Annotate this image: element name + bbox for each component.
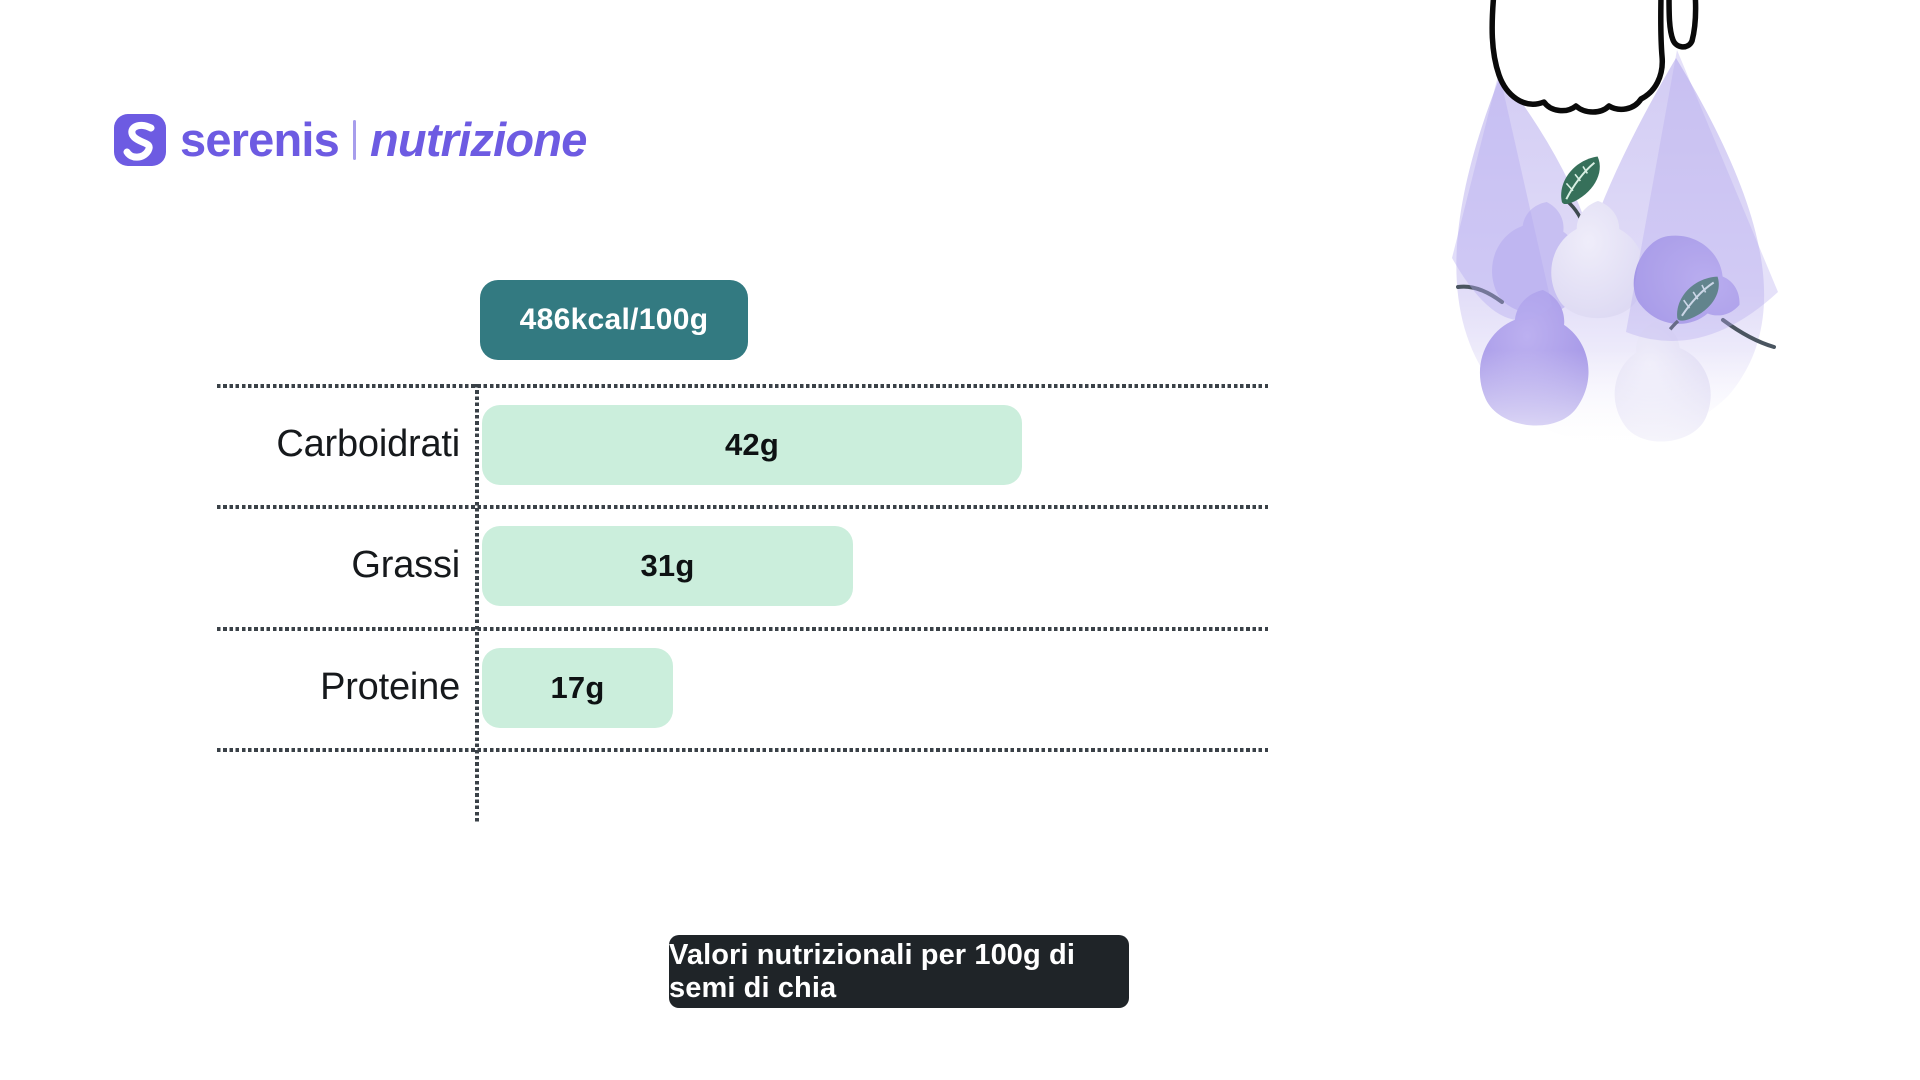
- grid-line: [217, 747, 1268, 752]
- fruits-group: [1456, 154, 1776, 447]
- logo-wordmark: serenis: [180, 113, 340, 166]
- kcal-badge: 486kcal/100g: [480, 280, 748, 360]
- caption-badge: Valori nutrizionali per 100g di semi di …: [669, 935, 1129, 1008]
- axis-line-vertical: [475, 384, 479, 824]
- hand-outline: [1489, 0, 1699, 115]
- value-bar: 42g: [482, 405, 1022, 485]
- logo-suffix: nutrizione: [370, 113, 587, 166]
- bag-strap-right: [1626, 50, 1778, 341]
- serenis-logo-icon: [114, 113, 166, 166]
- bag-strap-left: [1452, 72, 1552, 321]
- grid-line: [217, 505, 1268, 510]
- category-label: Carboidrati: [276, 423, 460, 465]
- category-label: Grassi: [351, 544, 460, 587]
- category-label: Proteine: [320, 665, 460, 708]
- logo-divider: [353, 119, 357, 160]
- pear-stem: [1721, 318, 1776, 349]
- value-bar: 17g: [482, 647, 673, 728]
- chart-row: Carboidrati 42g: [0, 384, 1920, 505]
- pear-stem: [1456, 284, 1504, 304]
- chart-row: Grassi 31g: [0, 505, 1920, 626]
- bar-value-label: 17g: [550, 669, 605, 705]
- fruit-bag-illustration: [1440, 0, 1920, 480]
- bar-value-label: 31g: [640, 548, 695, 584]
- value-bar: 31g: [482, 526, 853, 607]
- fade-overlay: [1440, 350, 1920, 480]
- chart-row: Proteine 17g: [0, 627, 1920, 748]
- brand-logo: serenis nutrizione: [114, 112, 587, 167]
- grid-line: [217, 384, 1268, 388]
- grid-line: [217, 626, 1268, 631]
- bar-value-label: 42g: [724, 427, 780, 462]
